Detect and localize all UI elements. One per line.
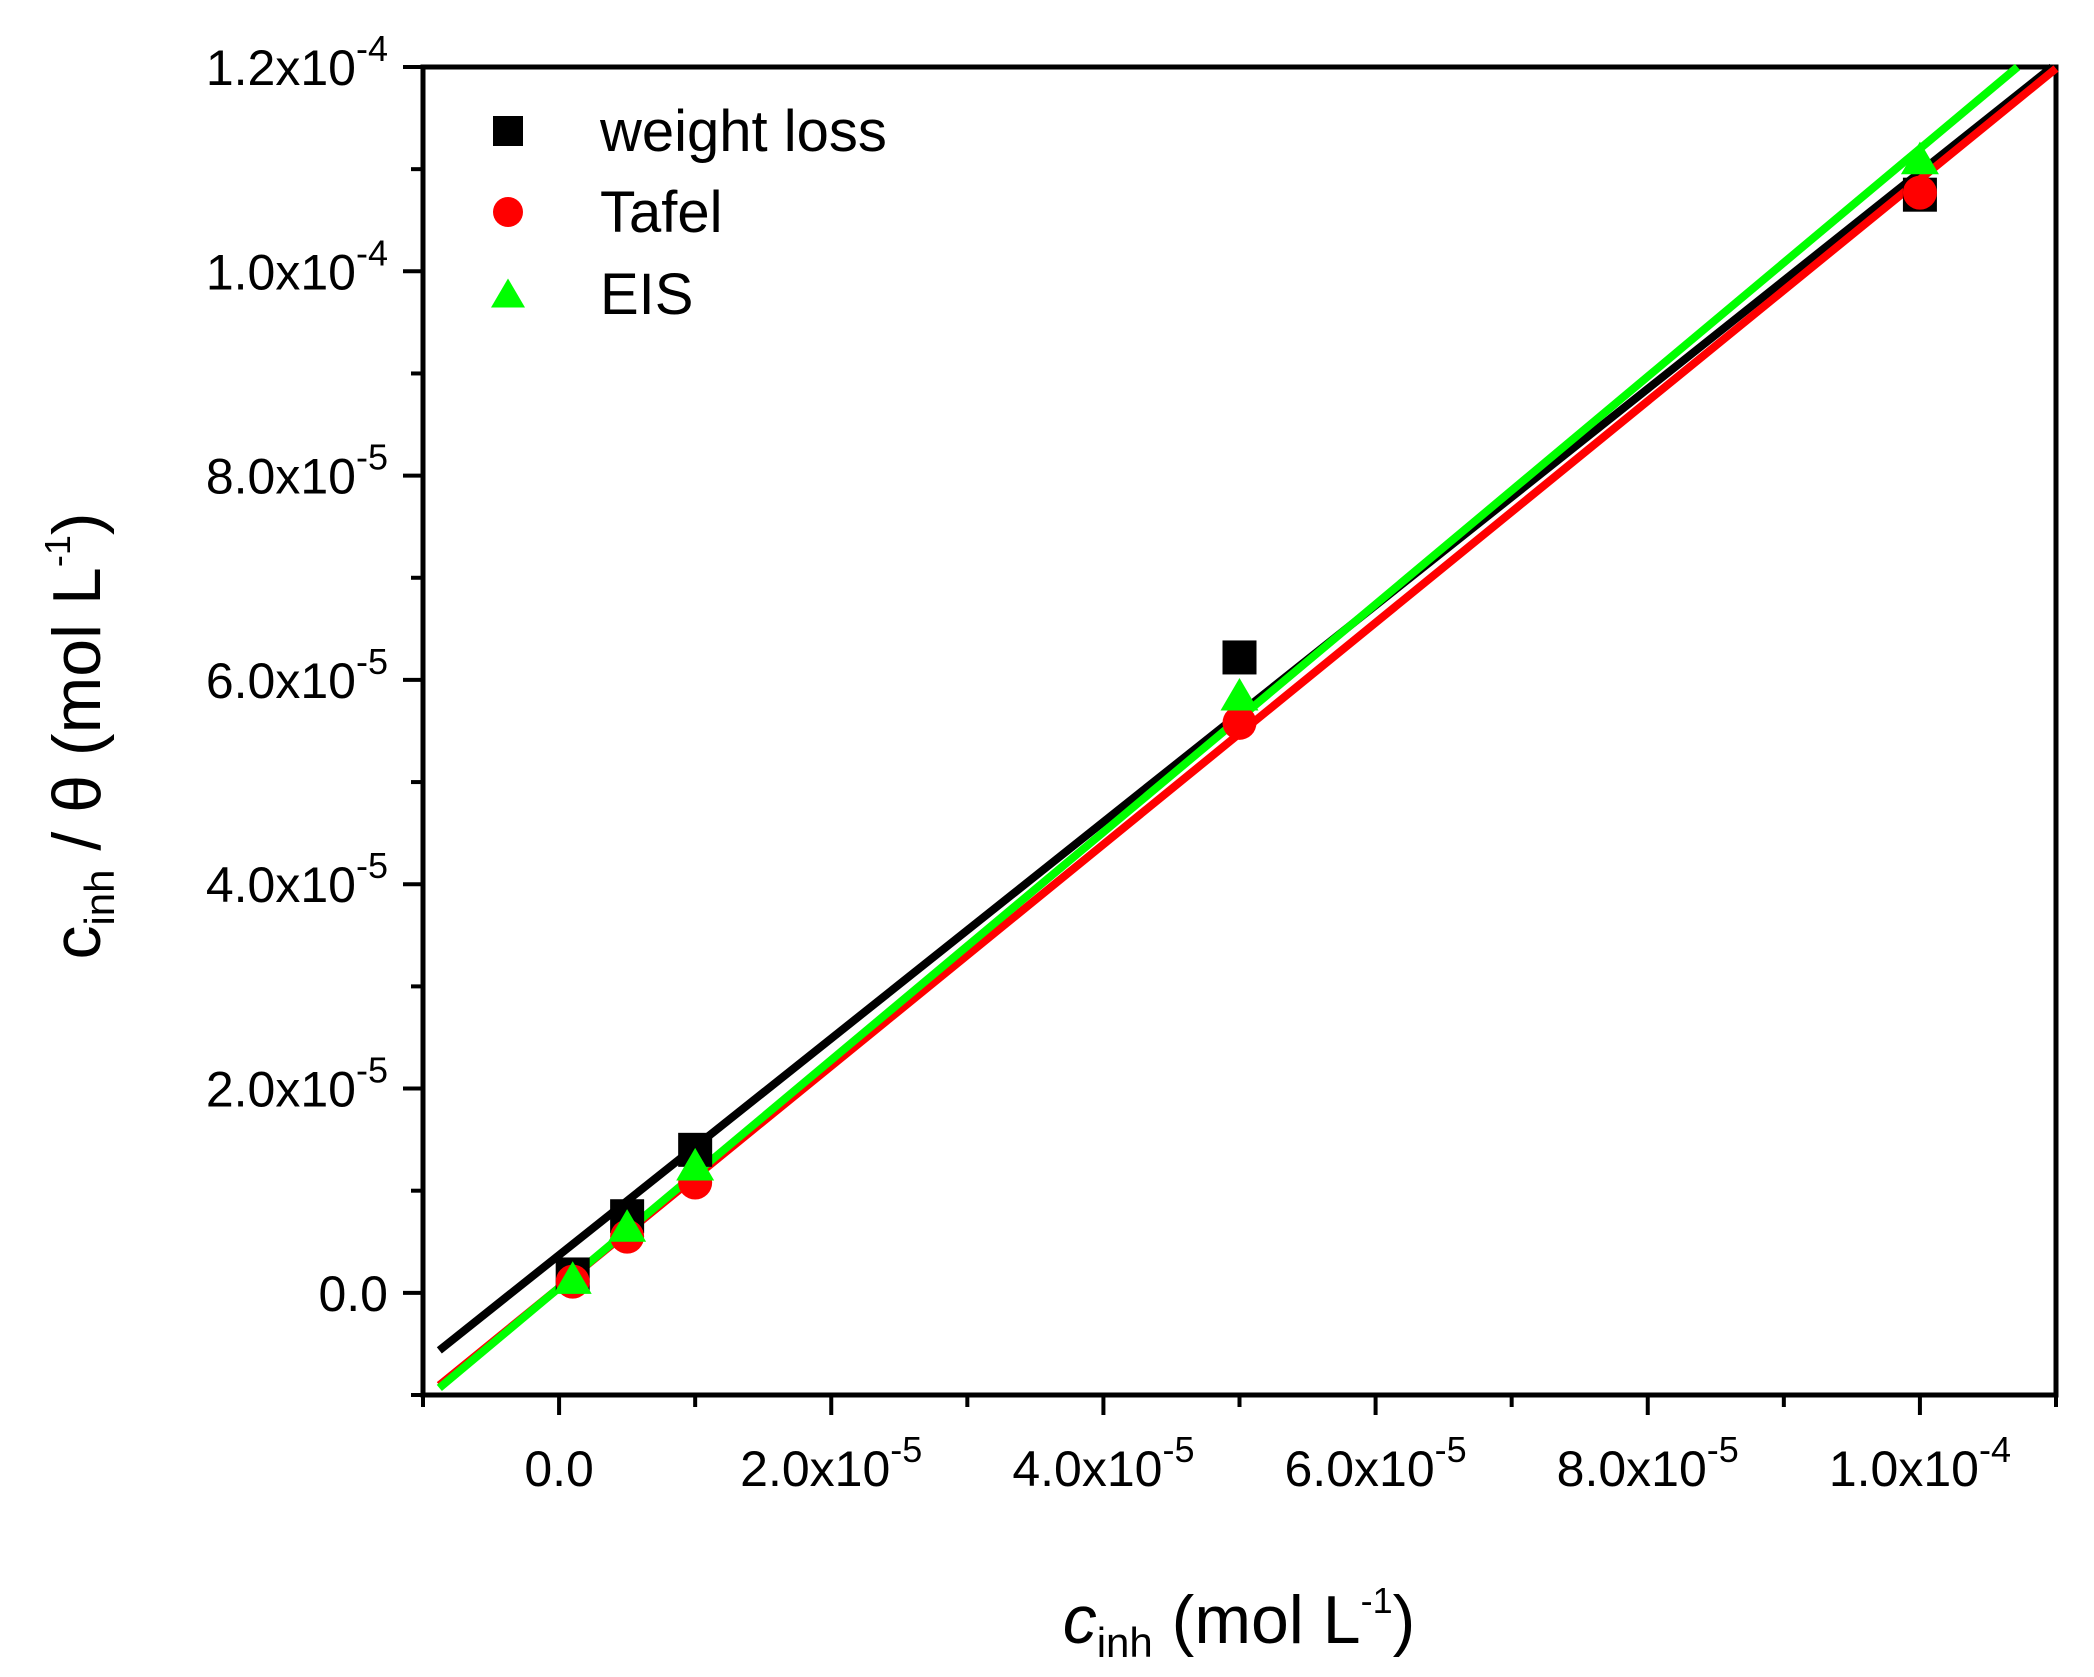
legend-marker-tafel bbox=[493, 197, 523, 227]
legend: weight loss Tafel EIS bbox=[491, 99, 887, 327]
data-point-tafel bbox=[1222, 705, 1257, 740]
data-point-eis bbox=[553, 1261, 592, 1294]
x-axis-label: cinh (mol L-1) bbox=[1063, 1580, 1416, 1666]
data-point-weight-loss bbox=[1222, 640, 1257, 675]
legend-item: Tafel bbox=[493, 180, 723, 245]
x-tick-label: 6.0x10-5 bbox=[1285, 1429, 1467, 1497]
legend-marker-eis bbox=[491, 278, 525, 308]
y-axis-label: cinh / θ (mol L-1) bbox=[37, 512, 123, 959]
legend-label: Tafel bbox=[600, 180, 723, 245]
x-tick-label: 0.0 bbox=[524, 1441, 594, 1497]
legend-marker-weight-loss bbox=[493, 116, 523, 146]
legend-item: EIS bbox=[491, 262, 694, 327]
y-tick-label: 1.0x10-4 bbox=[206, 232, 388, 300]
y-tick-label: 6.0x10-5 bbox=[206, 641, 388, 709]
x-tick-label: 4.0x10-5 bbox=[1012, 1429, 1194, 1497]
data-point-eis bbox=[676, 1147, 715, 1181]
y-tick-label: 2.0x10-5 bbox=[206, 1050, 388, 1118]
y-tick-label: 0.0 bbox=[318, 1266, 388, 1322]
legend-item: weight loss bbox=[493, 99, 887, 164]
y-axis-ticks: 0.0 2.0x10-5 4.0x10-5 6.0x10-5 8.0x10-5 1.0x1… bbox=[206, 28, 423, 1397]
y-tick-label: 4.0x10-5 bbox=[206, 845, 388, 913]
legend-label: weight loss bbox=[599, 99, 887, 164]
x-tick-label: 2.0x10-5 bbox=[740, 1429, 922, 1497]
y-tick-label: 1.2x10-4 bbox=[206, 28, 388, 96]
y-tick-label: 8.0x10-5 bbox=[206, 437, 388, 505]
x-axis-ticks: 0.0 2.0x10-5 4.0x10-5 6.0x10-5 8.0x10-5 1.0x1… bbox=[421, 1395, 2058, 1497]
legend-label: EIS bbox=[600, 262, 694, 327]
data-point-eis bbox=[1220, 677, 1259, 711]
data-markers bbox=[553, 141, 1939, 1299]
x-tick-label: 1.0x10-4 bbox=[1829, 1429, 2011, 1497]
data-point-eis bbox=[608, 1209, 647, 1242]
data-point-eis bbox=[1900, 141, 1939, 175]
x-tick-label: 8.0x10-5 bbox=[1557, 1429, 1739, 1497]
data-point-tafel bbox=[1902, 175, 1937, 210]
